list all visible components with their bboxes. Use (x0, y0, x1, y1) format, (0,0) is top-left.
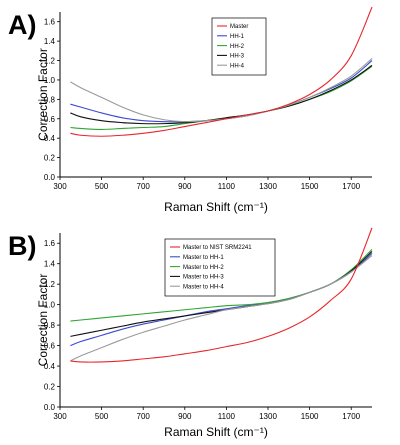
x-tick-label: 300 (53, 182, 67, 191)
legend-box (164, 238, 276, 297)
y-tick-label: 1.0 (44, 301, 56, 310)
legend-label: Master to HH-2 (183, 265, 224, 271)
legend-label: HH-1 (230, 34, 245, 40)
y-tick-label: 0.6 (44, 115, 56, 124)
y-tick-label: 1.0 (44, 76, 56, 85)
x-tick-label: 1300 (259, 182, 277, 191)
y-tick-label: 1.6 (44, 239, 56, 248)
y-tick-label: 0.2 (44, 154, 56, 163)
legend-label: HH-3 (230, 54, 245, 60)
x-tick-label: 1700 (342, 412, 360, 421)
y-tick-label: 0.0 (44, 173, 56, 182)
legend: Master to NIST SRM2241 Master to HH-1 Mast… (164, 238, 276, 297)
legend-label: Master to HH-4 (183, 284, 224, 290)
x-tick-label: 500 (95, 412, 109, 421)
y-axis-title: Correction Factor (36, 274, 50, 367)
series-line-master (70, 6, 373, 137)
x-tick-label: 300 (53, 412, 67, 421)
legend-label: Master to HH-1 (183, 255, 224, 261)
y-tick-label: 1.2 (44, 57, 56, 66)
x-axis-title: Raman Shift (cm⁻¹) (164, 200, 268, 214)
y-axis-title: Correction Factor (36, 48, 50, 141)
y-tick-label: 0.8 (44, 95, 56, 104)
y-tick-label: 1.4 (44, 37, 56, 46)
legend-label: HH-2 (230, 44, 245, 50)
panel-label: A) (8, 10, 37, 40)
legend-label: Master (230, 24, 248, 30)
series-line-master-to-nist-srm2241 (70, 227, 373, 363)
legend-label: Master to NIST SRM2241 (183, 245, 252, 251)
x-tick-label: 900 (178, 412, 192, 421)
panel-label: B) (8, 231, 37, 261)
legend-label: HH-4 (230, 63, 245, 69)
y-tick-label: 0.4 (44, 134, 56, 143)
x-tick-label: 1300 (259, 412, 277, 421)
x-tick-label: 1700 (342, 182, 360, 191)
legend-label: Master to HH-3 (183, 275, 224, 281)
y-tick-label: 1.2 (44, 280, 56, 289)
x-axis-title: Raman Shift (cm⁻¹) (164, 425, 268, 439)
x-tick-label: 500 (95, 182, 109, 191)
y-tick-label: 0.8 (44, 321, 56, 330)
legend: Master HH-1 HH-2 HH-3 HH-4 (211, 17, 267, 76)
y-tick-label: 1.6 (44, 18, 56, 27)
chart-panel-a: A) 300 500 700 900 1100 1300 1500 1700 0.0 0.2 0.4 0… (8, 6, 373, 214)
x-tick-label: 1500 (301, 412, 319, 421)
chart-panel-b: B) 300 500 700 900 1100 1300 1500 1700 0.0 0.2 0.4 0… (8, 227, 373, 439)
x-tick-label: 1100 (218, 412, 236, 421)
x-tick-label: 700 (137, 412, 151, 421)
x-tick-label: 700 (137, 182, 151, 191)
y-tick-label: 0.6 (44, 342, 56, 351)
x-tick-label: 900 (178, 182, 192, 191)
x-tick-label: 1100 (218, 182, 236, 191)
x-tick-label: 1500 (301, 182, 319, 191)
y-tick-label: 0.2 (44, 383, 56, 392)
series-line-hh-4 (70, 58, 373, 123)
series-line-master-to-hh-4 (70, 255, 373, 362)
y-tick-label: 0.4 (44, 362, 56, 371)
y-tick-label: 1.4 (44, 260, 56, 269)
y-tick-label: 0.0 (44, 403, 56, 412)
